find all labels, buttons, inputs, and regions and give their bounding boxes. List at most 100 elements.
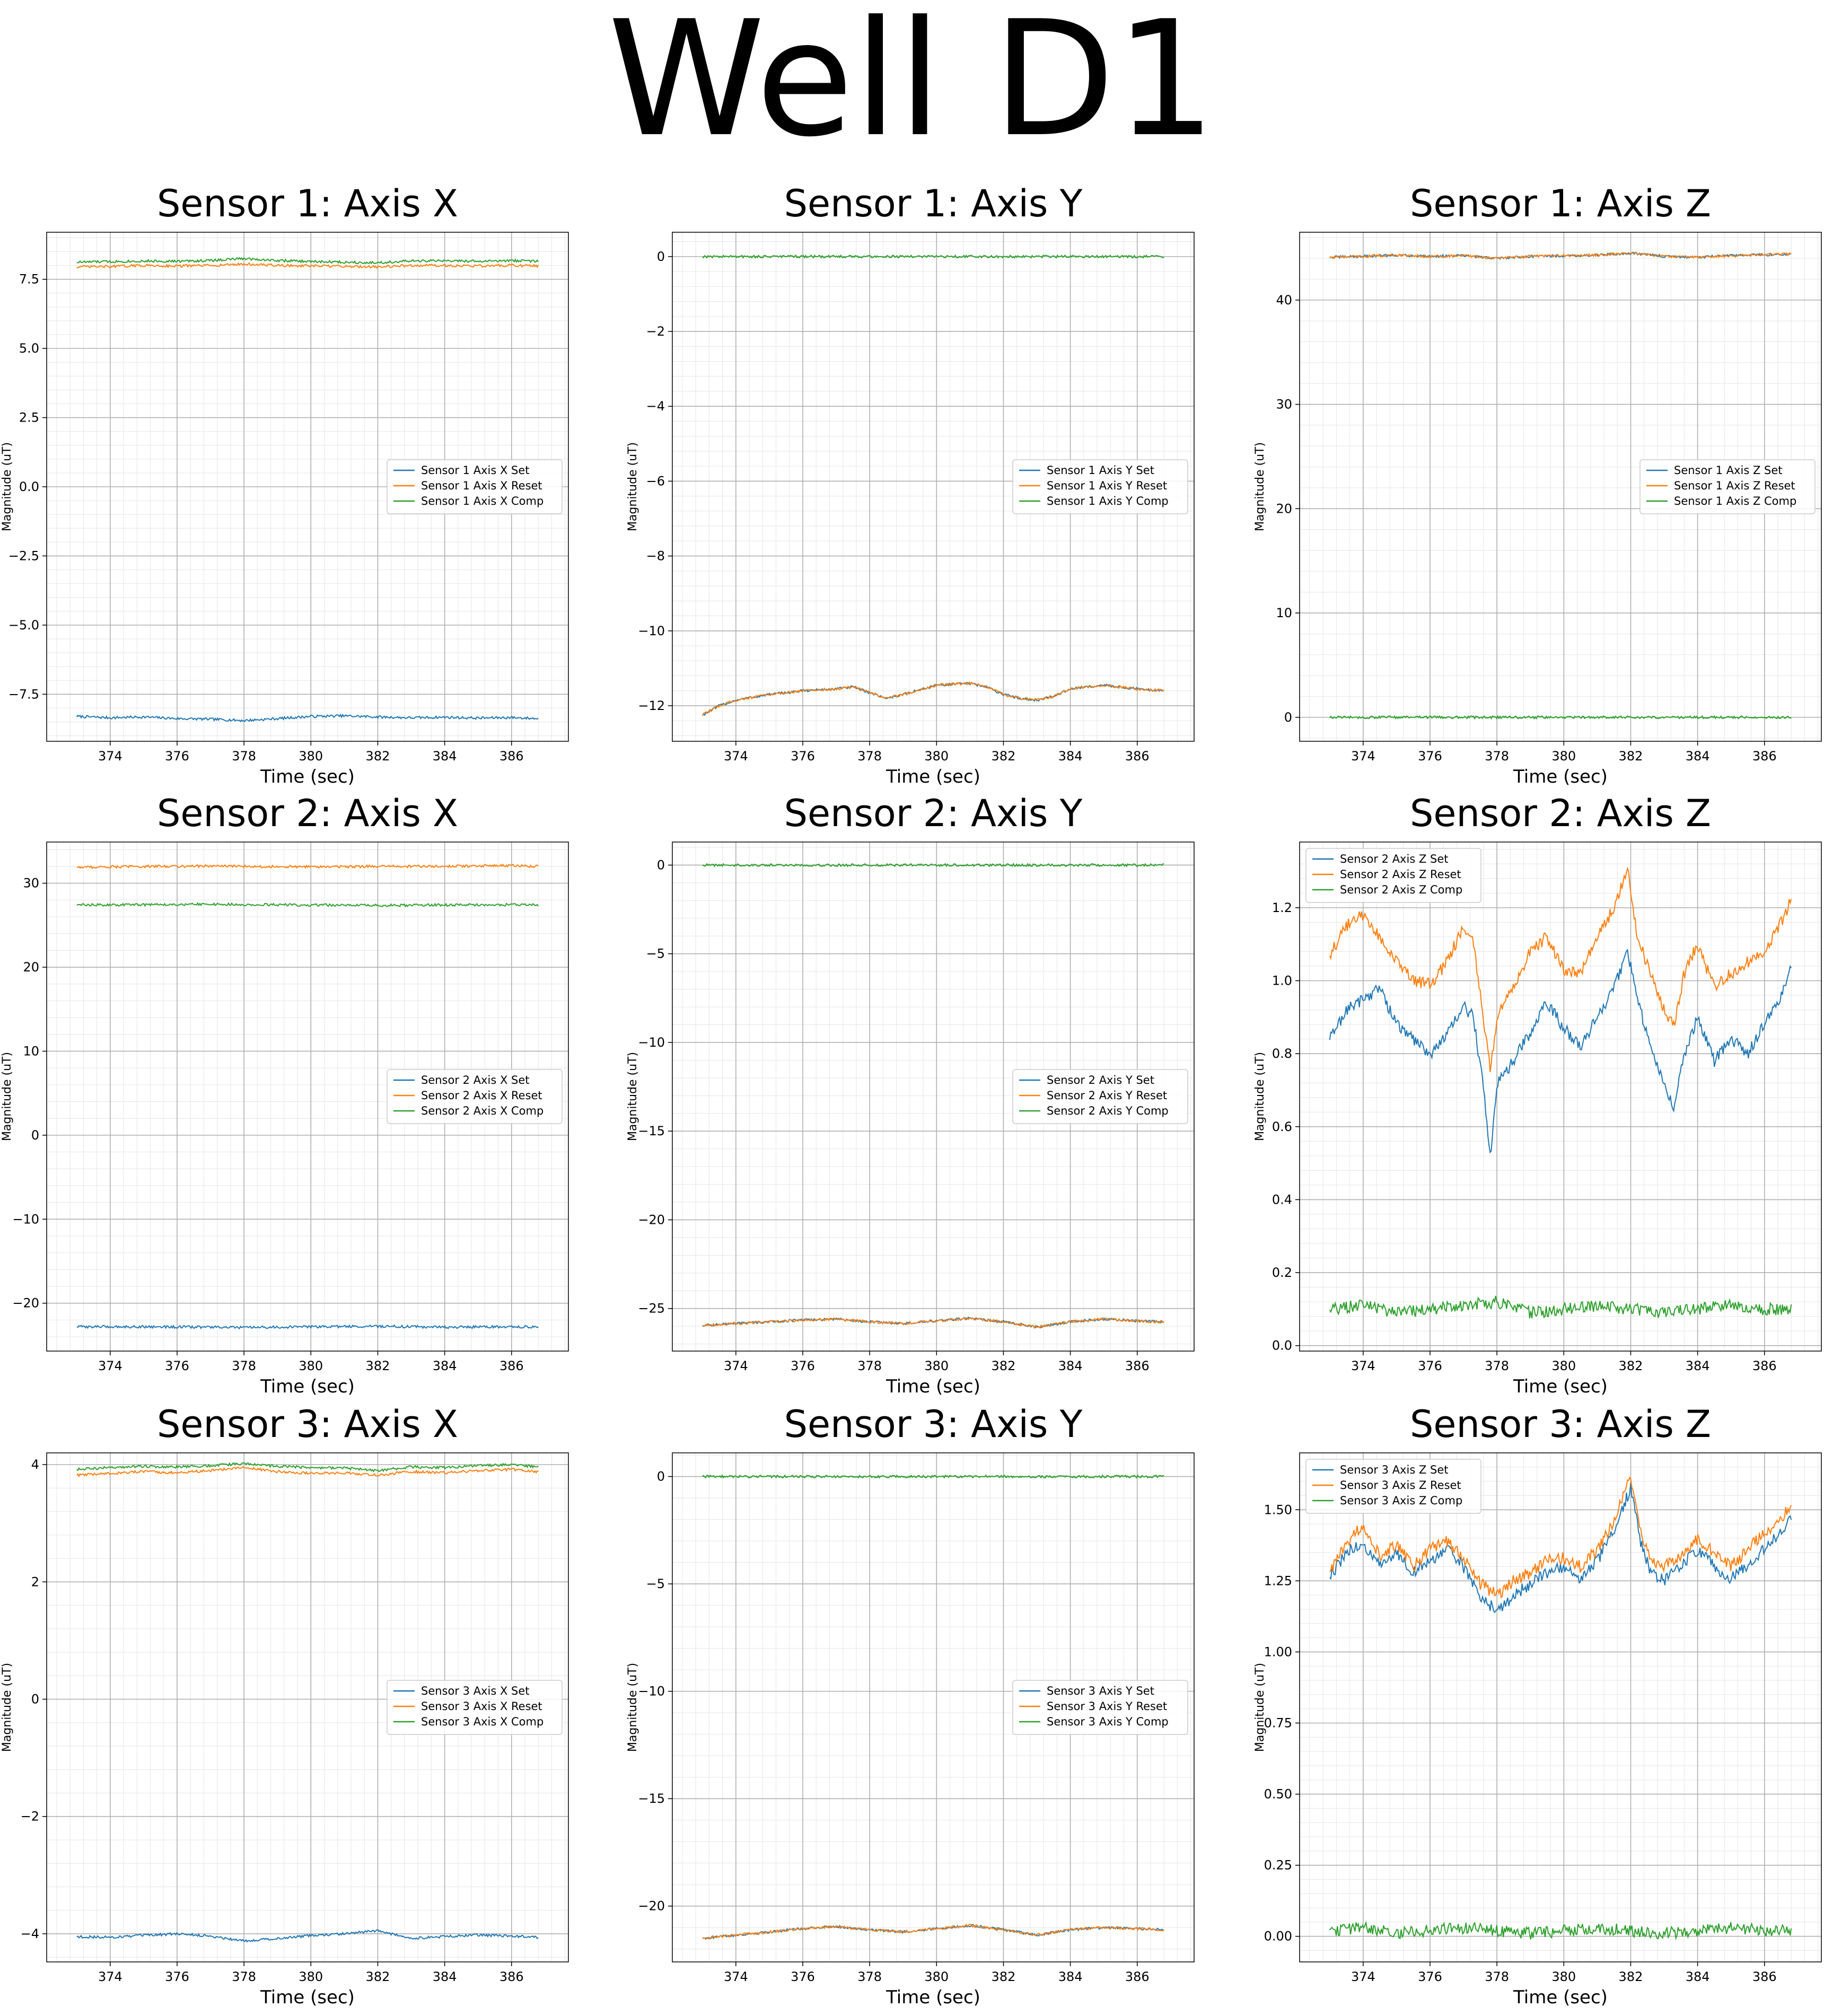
- chart-svg: Sensor 1: Axis Y 374 376 378 380 382 384 386 −12…: [626, 186, 1195, 787]
- figure-title: Well D1: [608, 0, 1216, 172]
- x-tick-label: 382: [366, 1358, 390, 1373]
- series-group: [1329, 1476, 1792, 1941]
- x-tick-label: 380: [1551, 749, 1576, 764]
- y-tick-label: −5.0: [8, 618, 39, 633]
- x-tick-label: 374: [724, 749, 748, 764]
- x-tick-label: 380: [924, 1969, 949, 1984]
- chart-title: Sensor 2: Axis Y: [784, 795, 1083, 835]
- axes-frame: [672, 1452, 1195, 1962]
- x-tick-label: 374: [98, 1358, 122, 1373]
- legend-entry: Sensor 1 Axis Z Reset: [1674, 479, 1795, 492]
- chart-title: Sensor 1: Axis X: [157, 186, 458, 225]
- y-tick-label: −10: [12, 1212, 39, 1226]
- x-tick-label: 374: [1351, 1358, 1375, 1373]
- y-axis-label: Magnitude (uT): [1, 442, 14, 531]
- y-tick-label: 7.5: [19, 272, 39, 287]
- axes-frame: [672, 232, 1195, 742]
- y-tick-label: 0: [31, 1692, 39, 1707]
- series-group: [701, 254, 1164, 716]
- series-group: [702, 1474, 1164, 1940]
- x-tick-label: 378: [1485, 1358, 1509, 1373]
- y-tick-label: 10: [23, 1044, 39, 1058]
- legend-entry: Sensor 1 Axis X Reset: [421, 479, 542, 492]
- x-tick-label: 382: [992, 749, 1016, 764]
- legend: Sensor 1 Axis Z Set Sensor 1 Axis Z Reset…: [1639, 459, 1816, 514]
- y-axis-label: Magnitude (uT): [1253, 1663, 1267, 1752]
- legend: Sensor 2 Axis X Set Sensor 2 Axis X Reset…: [387, 1069, 563, 1124]
- legend-box: [387, 459, 563, 514]
- y-tick-label: 0.2: [1272, 1265, 1292, 1280]
- chart-svg: Sensor 2: Axis X 374 376 378 380 382 384 386 −20…: [1, 795, 569, 1397]
- x-tick-label: 384: [1058, 1358, 1083, 1373]
- x-tick-label: 374: [724, 1358, 748, 1373]
- legend-entry: Sensor 2 Axis Z Comp: [1340, 883, 1462, 896]
- series-line: [76, 257, 539, 265]
- x-tick-label: 384: [433, 1358, 457, 1373]
- legend-entry: Sensor 3 Axis X Reset: [421, 1700, 542, 1713]
- x-tick-label: 386: [1125, 1358, 1150, 1373]
- x-tick-label: 378: [232, 1358, 256, 1373]
- y-tick-label: 0.25: [1264, 1858, 1292, 1873]
- x-tick-label: 376: [165, 749, 189, 764]
- x-tick-label: 374: [1351, 1969, 1375, 1984]
- series-line: [1329, 715, 1792, 720]
- legend-box: [1012, 1069, 1188, 1124]
- y-tick-label: 1.00: [1264, 1644, 1292, 1659]
- series-line: [76, 713, 539, 723]
- chart-title: Sensor 3: Axis Z: [1410, 1406, 1711, 1446]
- x-tick-label: 382: [1619, 1358, 1643, 1373]
- y-tick-label: −20: [638, 1212, 665, 1227]
- legend: Sensor 1 Axis Y Set Sensor 1 Axis Y Reset…: [1012, 459, 1188, 514]
- legend: Sensor 1 Axis X Set Sensor 1 Axis X Reset…: [387, 459, 563, 514]
- legend-entry: Sensor 2 Axis Y Comp: [1047, 1105, 1169, 1117]
- y-tick-label: 0.0: [19, 479, 39, 494]
- x-tick-label: 378: [1485, 749, 1509, 764]
- legend-box: [1012, 459, 1188, 514]
- series-line: [1329, 1295, 1792, 1319]
- y-tick-label: −8: [646, 549, 665, 564]
- x-axis-label: Time (sec): [260, 1376, 355, 1397]
- chart-panel: Sensor 3: Axis X 374 376 378 380 382 384 386 −4 −…: [0, 1406, 608, 2016]
- y-tick-label: 1.50: [1264, 1502, 1292, 1517]
- chart-title: Sensor 2: Axis X: [157, 795, 458, 835]
- x-axis-label: Time (sec): [1513, 1987, 1608, 2008]
- y-tick-label: 5.0: [19, 341, 39, 356]
- x-tick-label: 386: [1752, 749, 1777, 764]
- x-tick-label: 378: [857, 1969, 882, 1984]
- legend-entry: Sensor 2 Axis X Set: [421, 1074, 529, 1086]
- y-tick-label: −4: [21, 1926, 39, 1941]
- minor-grid: [1300, 1452, 1821, 1962]
- chart-svg: Sensor 1: Axis X 374 376 378 380 382 384 386 −7.…: [1, 186, 569, 787]
- y-tick-label: −10: [638, 624, 665, 638]
- y-tick-label: 1.25: [1264, 1573, 1292, 1588]
- legend-entry: Sensor 3 Axis Z Set: [1340, 1463, 1448, 1476]
- chart-panel: Sensor 2: Axis Z 374 376 378 380 382 384 386 0.0…: [1253, 795, 1824, 1405]
- x-axis-label: Time (sec): [1513, 766, 1608, 787]
- series-line: [1329, 948, 1792, 1154]
- x-tick-label: 380: [1551, 1358, 1576, 1373]
- major-grid: [672, 1453, 1194, 1962]
- x-tick-label: 384: [433, 1969, 457, 1984]
- x-tick-label: 376: [1418, 1969, 1442, 1984]
- y-tick-label: −12: [638, 698, 665, 713]
- major-grid: [1300, 842, 1821, 1351]
- legend-box: [387, 1680, 563, 1735]
- x-tick-label: 386: [499, 749, 524, 764]
- axes-frame: [46, 1452, 569, 1962]
- legend-entry: Sensor 1 Axis Y Reset: [1047, 479, 1167, 492]
- chart-title: Sensor 2: Axis Z: [1410, 795, 1711, 835]
- axes-frame: [1299, 232, 1822, 742]
- series-line: [1329, 1476, 1792, 1599]
- chart-title: Sensor 1: Axis Z: [1410, 186, 1711, 225]
- y-tick-label: 0.0: [1272, 1338, 1292, 1353]
- x-tick-label: 384: [1686, 749, 1710, 764]
- legend-entry: Sensor 1 Axis Z Set: [1674, 464, 1782, 477]
- y-tick-label: 2.5: [19, 410, 39, 425]
- x-tick-label: 376: [791, 1969, 815, 1984]
- axes-frame: [46, 232, 569, 742]
- series-line: [702, 1923, 1164, 1940]
- x-tick-label: 386: [1752, 1969, 1777, 1984]
- y-tick-label: 1.2: [1272, 900, 1292, 915]
- legend: Sensor 3 Axis Z Set Sensor 3 Axis Z Reset…: [1305, 1459, 1481, 1514]
